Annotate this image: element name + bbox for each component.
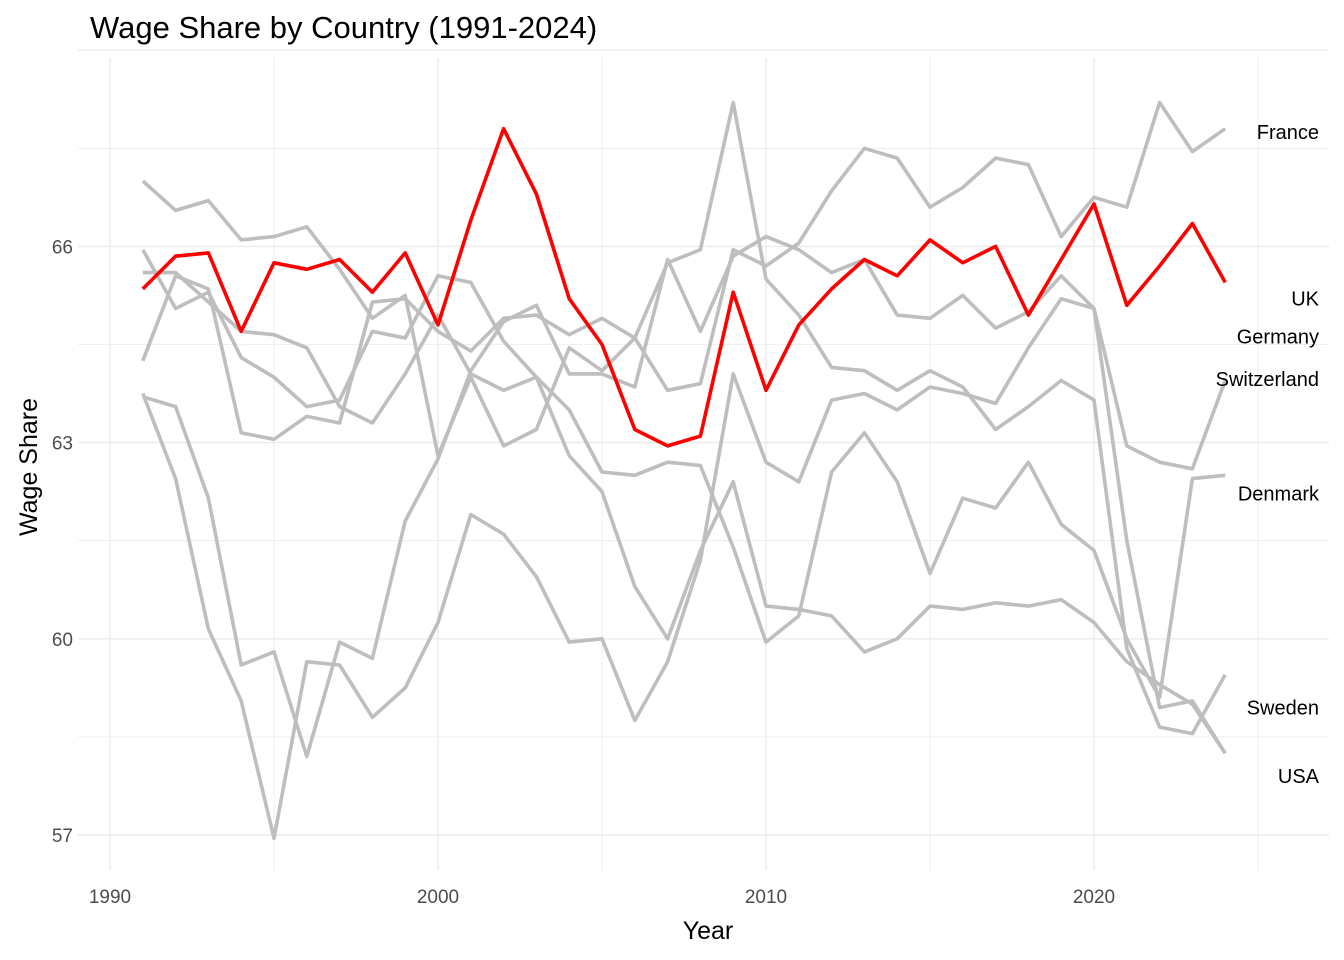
series-label-germany: Germany <box>1237 327 1319 349</box>
series-line-france <box>141 100 1227 736</box>
x-tick-labels: 1990 2000 2010 2020 <box>89 887 1115 908</box>
grid <box>78 49 1329 870</box>
x-axis-title: Year <box>683 917 734 945</box>
y-tick-label: 60 <box>52 630 73 651</box>
x-tick-label: 2020 <box>1073 887 1115 908</box>
y-tick-labels: 57 60 63 66 <box>52 237 73 847</box>
series-label-uk: UK <box>1291 289 1319 311</box>
series-line-sweden <box>142 234 1227 759</box>
series-lines <box>141 100 1227 841</box>
series-label-switzerland: Switzerland <box>1216 369 1319 391</box>
series-label-sweden: Sweden <box>1247 697 1319 719</box>
chart-title: Wage Share by Country (1991-2024) <box>90 10 598 45</box>
y-tick-label: 63 <box>52 434 73 455</box>
series-line-uk <box>141 126 1227 448</box>
x-tick-label: 2000 <box>417 887 459 908</box>
series-line-usa <box>141 296 1227 841</box>
y-tick-label: 66 <box>52 237 73 258</box>
y-tick-label: 57 <box>52 826 73 847</box>
series-labels: France UK Germany Switzerland Denmark Sweden U… <box>1216 122 1320 788</box>
series-line-switzerland <box>141 248 1227 755</box>
x-tick-label: 2010 <box>745 887 787 908</box>
y-axis-title: Wage Share <box>15 398 43 536</box>
series-label-usa: USA <box>1278 766 1320 788</box>
x-tick-label: 1990 <box>89 887 131 908</box>
series-label-denmark: Denmark <box>1238 484 1320 506</box>
series-line-denmark <box>142 270 1226 700</box>
series-label-france: France <box>1257 122 1319 144</box>
series-line-germany <box>141 100 1227 442</box>
